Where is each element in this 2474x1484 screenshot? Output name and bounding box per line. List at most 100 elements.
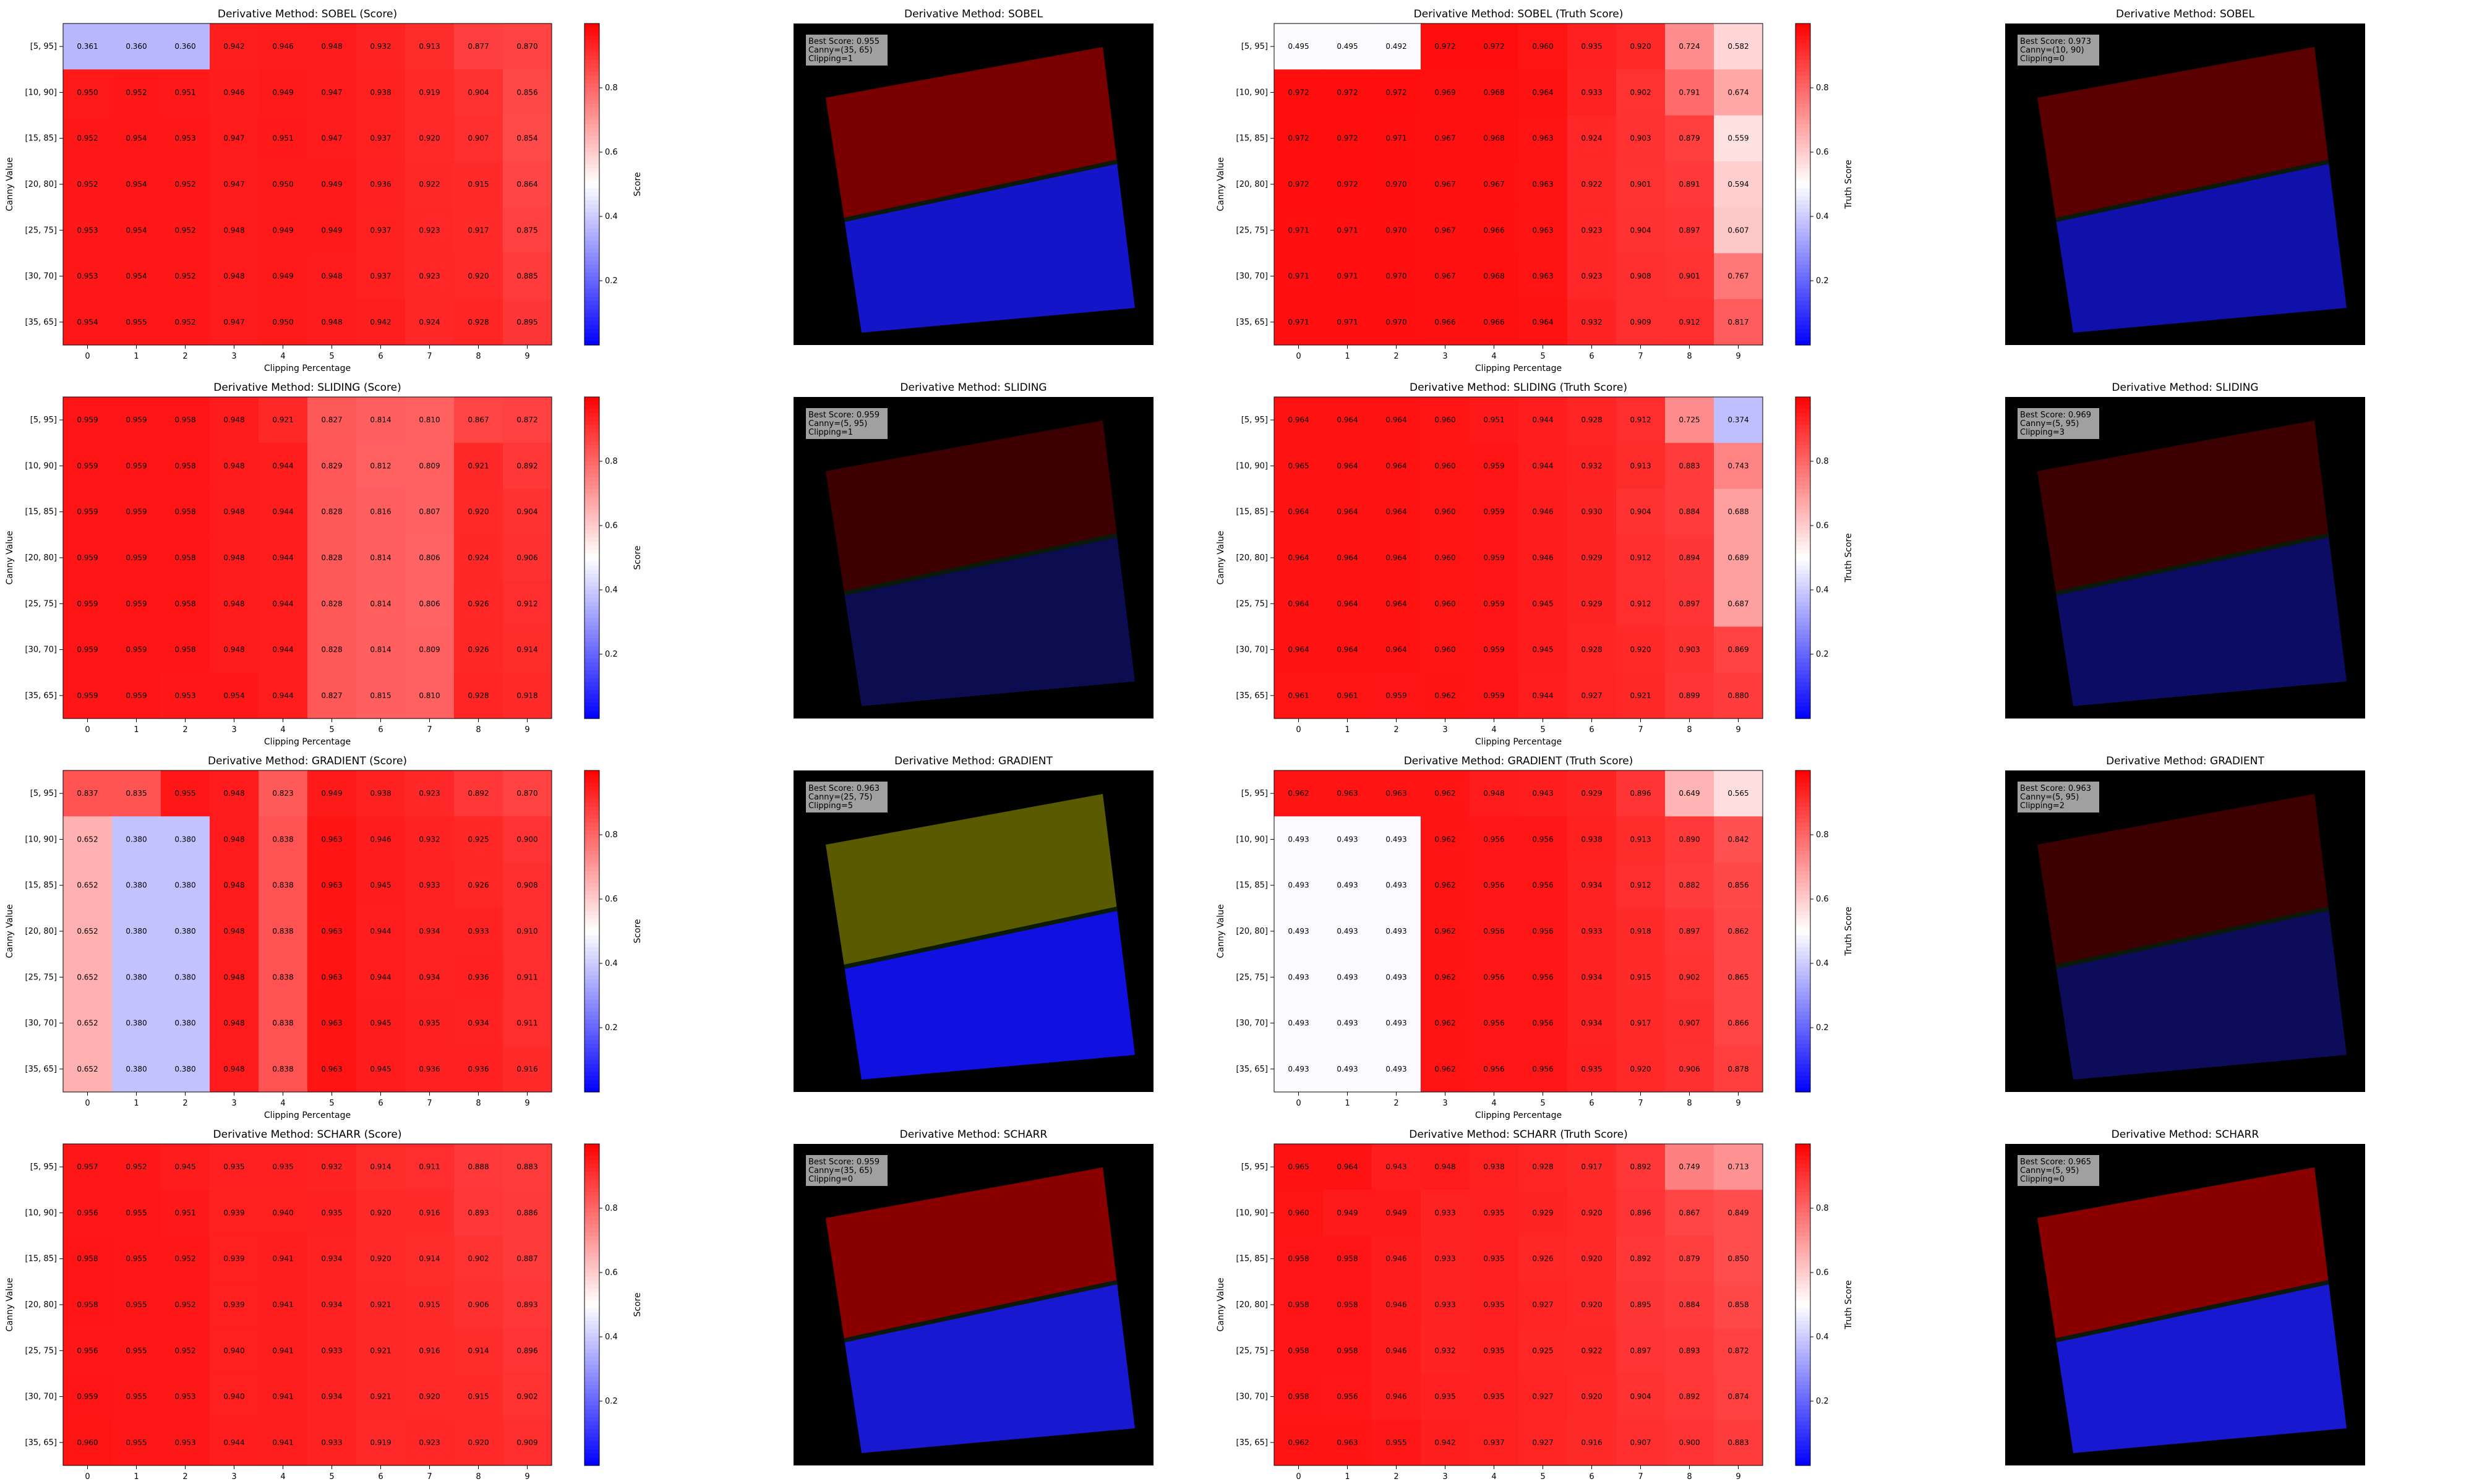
cell-value-label: 0.959	[126, 461, 147, 470]
heatmap-cell	[1470, 161, 1519, 208]
colorbar-tick-label: 0.4	[605, 212, 618, 221]
colorbar-segment	[1796, 590, 1810, 595]
colorbar-tick-label: 0.4	[605, 1333, 618, 1342]
colorbar-segment	[584, 987, 599, 992]
heatmap-cell	[405, 1046, 455, 1093]
colorbar-segment	[584, 405, 599, 410]
heatmap-cell	[1567, 1000, 1617, 1047]
cell-value-label: 0.938	[1581, 835, 1602, 843]
colorbar-segment	[584, 40, 599, 45]
cell-value-label: 0.959	[126, 646, 147, 654]
cell-value-label: 0.864	[516, 180, 537, 189]
colorbar-segment	[1796, 100, 1810, 104]
heatmap-cell	[1665, 626, 1714, 673]
colorbar-frame	[584, 23, 600, 346]
colorbar-segment	[584, 1164, 599, 1169]
colorbar-segment	[584, 469, 599, 474]
annotation-line: Clipping=0	[808, 1175, 853, 1184]
colorbar-segment	[1796, 923, 1810, 928]
heatmap-cell	[210, 672, 259, 719]
heatmap-cell	[405, 1281, 455, 1328]
heatmap-cell	[307, 626, 357, 673]
heatmap-cell	[161, 253, 210, 300]
heatmap-cell	[454, 1235, 503, 1282]
heatmap-cell	[1567, 1190, 1617, 1237]
cell-value-label: 0.925	[1532, 1346, 1553, 1355]
cell-value-label: 0.856	[516, 88, 537, 96]
heatmap-cell	[1372, 1419, 1421, 1466]
colorbar-segment	[1796, 297, 1810, 302]
heatmap-cell	[307, 581, 357, 627]
colorbar-segment	[1796, 289, 1810, 294]
cell-value-label: 0.360	[126, 42, 147, 51]
heatmap-cell	[1470, 672, 1519, 719]
cell-value-label: 0.970	[1385, 226, 1406, 234]
heatmap-cell	[405, 1419, 455, 1466]
colorbar-segment	[1796, 710, 1810, 715]
colorbar-segment	[1796, 618, 1810, 623]
heatmap-cell	[1323, 1000, 1372, 1047]
x-tick-label: 9	[1736, 1472, 1740, 1482]
colorbar-segment	[1796, 638, 1810, 643]
cell-value-label: 0.943	[1385, 1162, 1406, 1171]
cell-value-label: 0.493	[1385, 881, 1406, 890]
heatmap-cell	[503, 443, 552, 490]
cell-value-label: 0.959	[1483, 646, 1504, 654]
colorbar-segment	[584, 1281, 599, 1286]
colorbar-segment	[1796, 1397, 1810, 1402]
x-tick-label: 8	[476, 1472, 481, 1482]
heatmap-cell	[1274, 23, 1324, 70]
heatmap-2: Derivative Method: SLIDING (Score)0.959 0…	[5, 382, 643, 747]
colorbar-segment	[1796, 1357, 1810, 1362]
heatmap-cell	[161, 954, 210, 1000]
heatmap-cell	[503, 1281, 552, 1328]
heatmap-cell	[454, 1373, 503, 1420]
colorbar-segment	[584, 317, 599, 322]
colorbar-segment	[1796, 1316, 1810, 1321]
cell-value-label: 0.920	[419, 1392, 440, 1401]
colorbar-segment	[584, 1345, 599, 1350]
x-axis-label: Clipping Percentage	[1475, 1111, 1562, 1120]
colorbar-segment	[1796, 1337, 1810, 1342]
heatmap-cell	[1274, 1046, 1324, 1093]
cell-value-label: 0.968	[1483, 272, 1504, 281]
colorbar-segment	[584, 228, 599, 233]
colorbar-segment	[584, 1248, 599, 1253]
colorbar-segment	[1796, 1064, 1810, 1068]
cell-value-label: 0.963	[1337, 1438, 1358, 1447]
heatmap-cell	[1567, 862, 1617, 909]
heatmap-cell	[1470, 23, 1519, 70]
colorbar-segment	[584, 27, 599, 32]
cell-value-label: 0.963	[321, 881, 342, 890]
heatmap-cell	[112, 1000, 161, 1047]
cell-value-label: 0.929	[1581, 789, 1602, 798]
cell-value-label: 0.934	[321, 1255, 342, 1263]
cell-value-label: 0.938	[370, 88, 391, 96]
cell-value-label: 0.933	[468, 927, 489, 936]
heatmap-cell	[112, 1235, 161, 1282]
colorbar-segment	[1796, 1353, 1810, 1358]
cell-value-label: 0.960	[1434, 553, 1455, 562]
colorbar-segment	[1796, 1076, 1810, 1081]
colorbar-segment	[1796, 405, 1810, 410]
x-tick-label: 7	[427, 352, 432, 361]
heatmap-cell	[1372, 161, 1421, 208]
colorbar-segment	[1796, 325, 1810, 330]
x-tick-label: 6	[1589, 1472, 1594, 1482]
y-tick-label: [30, 70]	[25, 272, 58, 281]
colorbar-segment	[584, 526, 599, 531]
x-tick-label: 6	[1589, 725, 1594, 735]
heatmap-cell	[1274, 908, 1324, 955]
colorbar-segment	[584, 244, 599, 249]
colorbar-segment	[584, 1381, 599, 1386]
colorbar-tick-label: 0.4	[1816, 212, 1829, 221]
heatmap-cell	[503, 770, 552, 817]
cell-value-label: 0.935	[1483, 1392, 1504, 1401]
heatmap-cell	[454, 626, 503, 673]
colorbar-segment	[584, 413, 599, 418]
heatmap-cell	[1372, 207, 1421, 254]
colorbar-segment	[1796, 473, 1810, 478]
colorbar-segment	[584, 971, 599, 976]
colorbar-segment	[1796, 811, 1810, 816]
colorbar-segment	[1796, 1305, 1810, 1310]
